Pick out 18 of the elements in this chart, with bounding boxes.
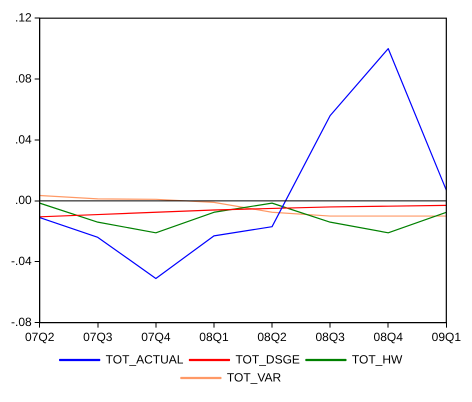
- legend-label: TOT_HW: [352, 352, 404, 366]
- x-tick-label: 07Q2: [25, 330, 55, 344]
- y-tick-label: -.08: [10, 314, 32, 329]
- y-tick-label: .08: [14, 71, 32, 86]
- y-tick-label: -.04: [10, 254, 32, 268]
- legend-label: TOT_VAR: [226, 370, 282, 384]
- y-tick-label: .12: [14, 10, 32, 25]
- legend-label: TOT_DSGE: [235, 352, 300, 366]
- x-tick-label: 08Q3: [315, 330, 346, 344]
- x-tick-label: 08Q1: [199, 330, 229, 344]
- x-tick-label: 07Q4: [141, 330, 171, 344]
- x-tick-label: 08Q4: [374, 330, 404, 344]
- x-tick-label: 09Q1: [432, 330, 462, 344]
- x-tick-label: 07Q3: [83, 330, 113, 344]
- y-tick-label: .04: [14, 132, 32, 146]
- x-tick-label: 08Q2: [257, 330, 288, 344]
- legend-label: TOT_ACTUAL: [106, 352, 184, 366]
- y-tick-label: .00: [14, 193, 32, 208]
